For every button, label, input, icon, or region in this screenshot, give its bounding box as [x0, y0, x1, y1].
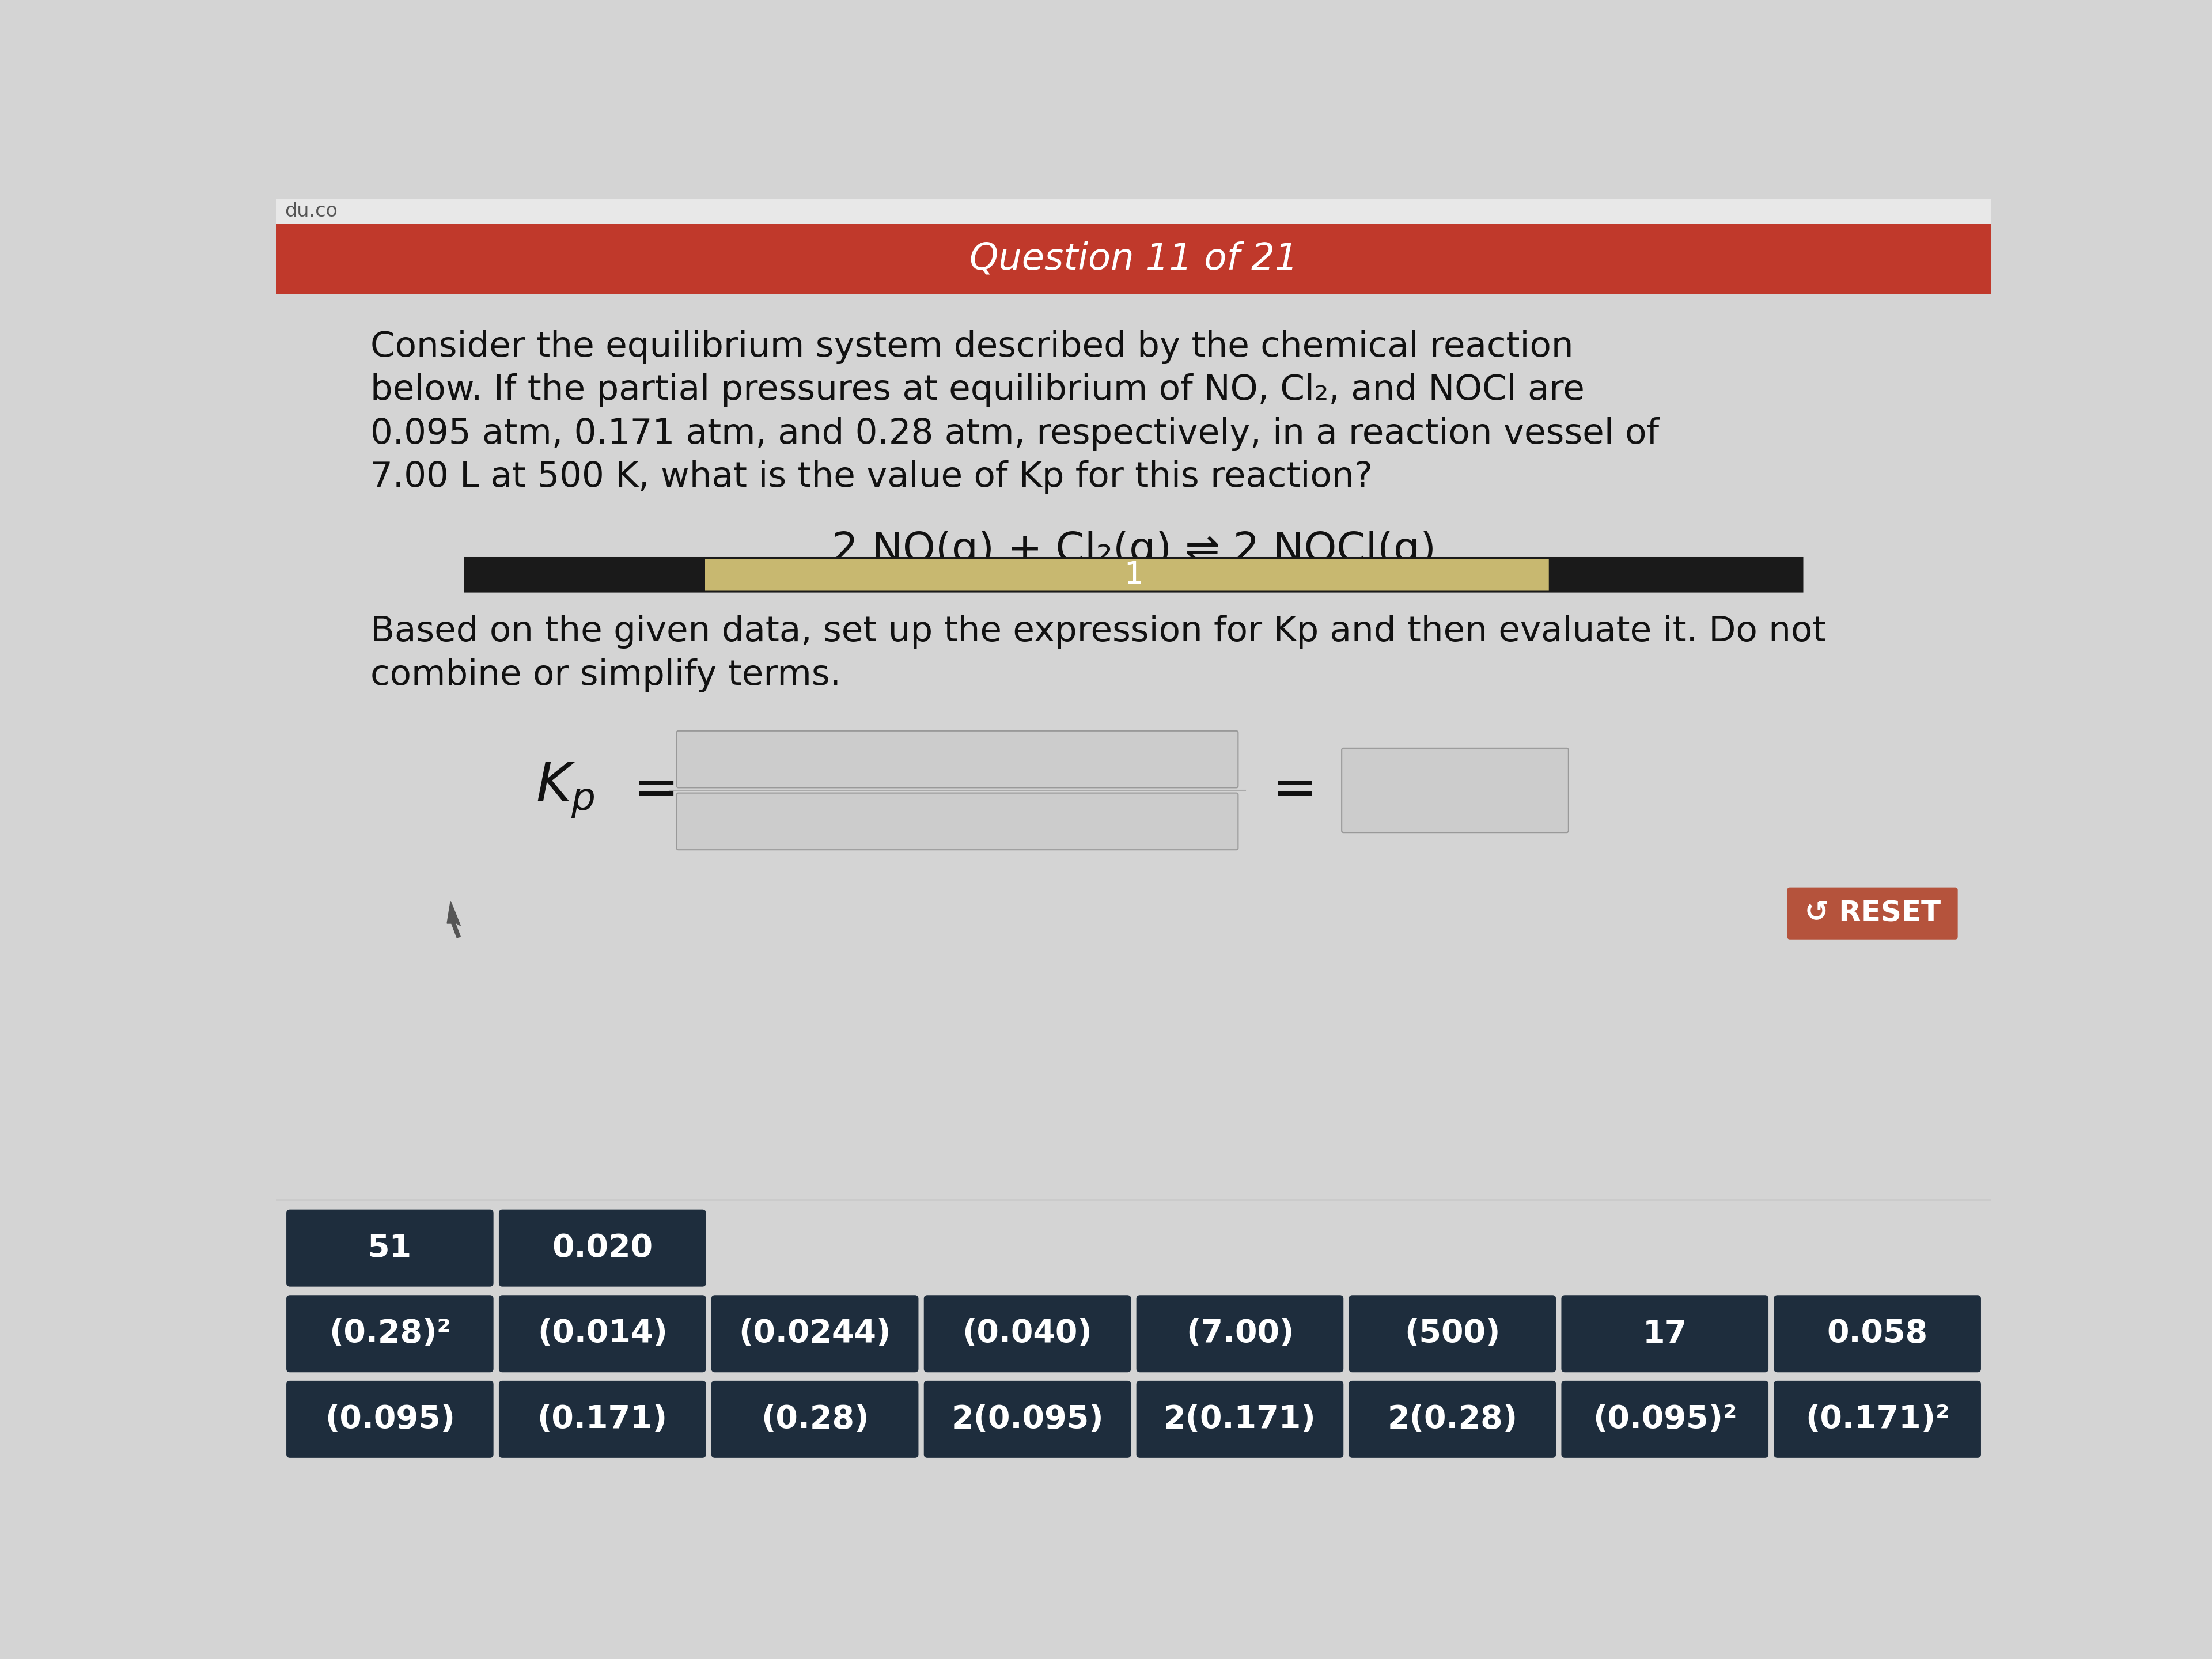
FancyBboxPatch shape: [1343, 748, 1568, 833]
FancyBboxPatch shape: [925, 1380, 1130, 1458]
Text: (0.014): (0.014): [538, 1319, 668, 1349]
Text: 1: 1: [1124, 559, 1144, 589]
Text: =: =: [633, 763, 679, 816]
Text: below. If the partial pressures at equilibrium of NO, Cl₂, and NOCl are: below. If the partial pressures at equil…: [369, 373, 1584, 408]
FancyBboxPatch shape: [712, 1296, 918, 1372]
FancyBboxPatch shape: [677, 732, 1239, 788]
FancyBboxPatch shape: [1349, 1296, 1555, 1372]
FancyBboxPatch shape: [1774, 1296, 1982, 1372]
Text: (0.171): (0.171): [538, 1404, 668, 1435]
FancyBboxPatch shape: [285, 1380, 493, 1458]
FancyBboxPatch shape: [677, 793, 1239, 849]
Text: ↺ RESET: ↺ RESET: [1805, 899, 1940, 927]
Text: =: =: [1272, 763, 1318, 816]
FancyBboxPatch shape: [500, 1209, 706, 1287]
FancyBboxPatch shape: [1349, 1380, 1555, 1458]
FancyBboxPatch shape: [1562, 1296, 1767, 1372]
FancyBboxPatch shape: [500, 1296, 706, 1372]
Text: (0.095): (0.095): [325, 1404, 456, 1435]
FancyBboxPatch shape: [925, 1296, 1130, 1372]
FancyBboxPatch shape: [500, 1380, 706, 1458]
Bar: [276, 199, 1991, 224]
FancyBboxPatch shape: [1137, 1296, 1343, 1372]
Text: (0.171)²: (0.171)²: [1805, 1404, 1949, 1435]
Text: Question 11 of 21: Question 11 of 21: [969, 241, 1298, 277]
FancyBboxPatch shape: [465, 557, 1803, 592]
Text: (500): (500): [1405, 1319, 1500, 1349]
Text: Based on the given data, set up the expression for Kp and then evaluate it. Do n: Based on the given data, set up the expr…: [369, 615, 1827, 649]
FancyBboxPatch shape: [706, 559, 1548, 591]
FancyBboxPatch shape: [285, 1209, 493, 1287]
Text: 2 NO(g) + Cl₂(g) ⇌ 2 NOCl(g): 2 NO(g) + Cl₂(g) ⇌ 2 NOCl(g): [832, 531, 1436, 571]
FancyBboxPatch shape: [1137, 1380, 1343, 1458]
Text: (0.28)²: (0.28)²: [330, 1319, 451, 1349]
Text: 0.095 atm, 0.171 atm, and 0.28 atm, respectively, in a reaction vessel of: 0.095 atm, 0.171 atm, and 0.28 atm, resp…: [369, 416, 1659, 451]
Text: 0.058: 0.058: [1827, 1319, 1929, 1349]
FancyBboxPatch shape: [712, 1380, 918, 1458]
FancyBboxPatch shape: [1774, 1380, 1982, 1458]
Text: (0.28): (0.28): [761, 1404, 869, 1435]
Text: 2(0.095): 2(0.095): [951, 1404, 1104, 1435]
Text: (0.040): (0.040): [962, 1319, 1093, 1349]
Text: 0.020: 0.020: [553, 1233, 653, 1264]
Polygon shape: [447, 901, 460, 937]
Text: du.co: du.co: [285, 202, 338, 221]
Text: (0.095)²: (0.095)²: [1593, 1404, 1736, 1435]
FancyBboxPatch shape: [1787, 888, 1958, 939]
FancyBboxPatch shape: [1562, 1380, 1767, 1458]
Text: 7.00 L at 500 K, what is the value of Kp for this reaction?: 7.00 L at 500 K, what is the value of Kp…: [369, 460, 1374, 494]
Text: Consider the equilibrium system described by the chemical reaction: Consider the equilibrium system describe…: [369, 330, 1573, 363]
Text: 2(0.171): 2(0.171): [1164, 1404, 1316, 1435]
Text: $K_p$: $K_p$: [535, 760, 595, 820]
Text: (0.0244): (0.0244): [739, 1319, 891, 1349]
Text: 17: 17: [1644, 1319, 1688, 1349]
Text: (7.00): (7.00): [1186, 1319, 1294, 1349]
Text: 51: 51: [367, 1233, 411, 1264]
Text: combine or simplify terms.: combine or simplify terms.: [369, 659, 841, 692]
Bar: [276, 224, 1991, 294]
FancyBboxPatch shape: [285, 1296, 493, 1372]
Text: 2(0.28): 2(0.28): [1387, 1404, 1517, 1435]
